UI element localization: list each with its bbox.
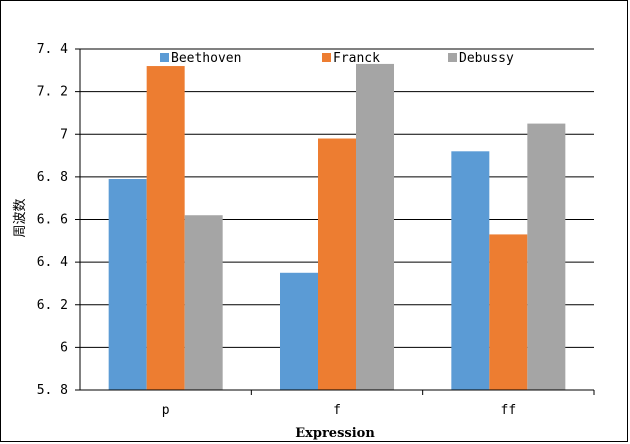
y-tick-label: 6. 2 — [37, 298, 68, 313]
y-tick-label: 6. 6 — [37, 213, 68, 228]
legend-swatch-franck — [322, 53, 331, 62]
x-tick-label: p — [162, 403, 170, 418]
x-tick-label: f — [333, 403, 341, 418]
y-axis-label: 周波数 — [13, 198, 28, 237]
x-tick-labels: p f ff — [162, 403, 516, 418]
y-tick-label: 6. 4 — [37, 255, 68, 270]
y-tick-label: 7. 4 — [37, 42, 68, 57]
bar-beethoven-f — [280, 272, 318, 390]
legend-swatch-beethoven — [160, 53, 169, 62]
bar-beethoven-p — [108, 179, 147, 390]
legend-swatch-debussy — [448, 53, 457, 62]
bar-debussy-p — [184, 215, 223, 390]
y-tick-label: 6. 8 — [37, 170, 68, 185]
legend-label-beethoven: Beethoven — [171, 51, 241, 66]
axes — [79, 49, 595, 395]
x-tick-label: ff — [501, 403, 517, 418]
y-tick-label: 5. 8 — [37, 383, 68, 398]
bar-franck-p — [146, 66, 185, 391]
x-axis-label: Expression — [295, 426, 375, 441]
legend-label-franck: Franck — [333, 51, 380, 66]
y-tick-label: 7. 2 — [37, 85, 68, 100]
bar-beethoven-ff — [451, 151, 490, 390]
bar-debussy-ff — [527, 123, 566, 390]
legend-label-debussy: Debussy — [459, 51, 514, 66]
legend: Beethoven Franck Debussy — [160, 51, 514, 66]
bar-franck-f — [318, 138, 356, 390]
bar-franck-ff — [489, 234, 528, 390]
bar-debussy-f — [356, 63, 394, 390]
bars — [108, 63, 566, 391]
y-tick-labels: 5. 8 6 6. 2 6. 4 6. 6 6. 8 7 7. 2 7. 4 — [37, 42, 68, 398]
y-tick-label: 7 — [60, 127, 68, 142]
y-tick-label: 6 — [60, 340, 68, 355]
